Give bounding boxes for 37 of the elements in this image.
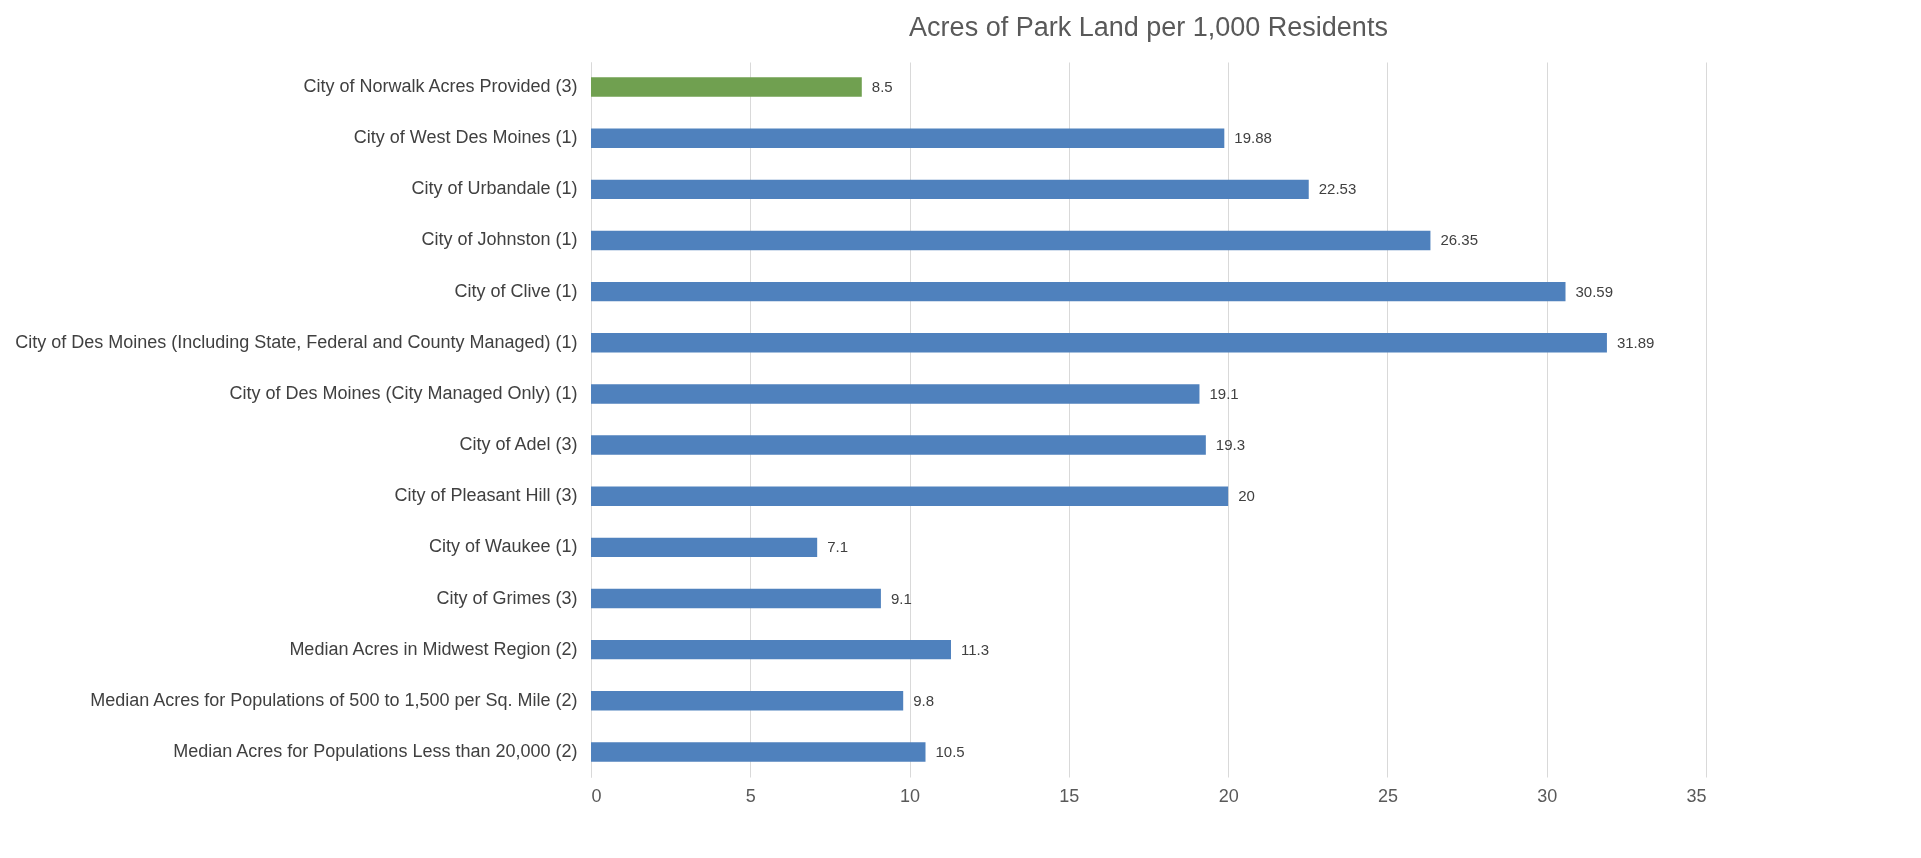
- y-tick-label: City of Norwalk Acres Provided (3): [303, 76, 578, 97]
- x-tick-label: 30: [1537, 785, 1558, 806]
- y-tick-label: City of Clive (1): [454, 280, 578, 301]
- data-label: 26.35: [1440, 231, 1478, 249]
- y-tick-label: Median Acres for Populations of 500 to 1,500 per Sq. Mile (2): [90, 689, 578, 710]
- x-tick-label: 5: [745, 785, 756, 806]
- x-tick-label: 20: [1218, 785, 1239, 806]
- data-label: 11.3: [960, 640, 990, 658]
- x-tick-label: 0: [591, 785, 602, 806]
- y-tick-label: City of West Des Moines (1): [353, 127, 578, 148]
- y-tick-label: City of Des Moines (Including State, Federal and County Managed) (1): [15, 331, 578, 352]
- data-label: 19.1: [1209, 384, 1239, 402]
- data-label: 19.3: [1215, 436, 1246, 454]
- y-tick-label: City of Adel (3): [459, 434, 578, 455]
- data-label: 9.8: [913, 691, 935, 709]
- y-tick-label: City of Waukee (1): [429, 536, 578, 557]
- data-label: 19.88: [1234, 129, 1272, 147]
- data-label: 10.5: [935, 742, 965, 760]
- chart-title: Acres of Park Land per 1,000 Residents: [909, 12, 1388, 42]
- y-tick-label: City of Johnston (1): [421, 229, 578, 250]
- data-label: 8.5: [871, 78, 893, 96]
- y-tick-label: City of Des Moines (City Managed Only) (1): [229, 382, 578, 403]
- data-label: 30.59: [1575, 282, 1614, 300]
- y-tick-label: City of Urbandale (1): [411, 178, 578, 199]
- data-label: 20: [1238, 487, 1255, 505]
- x-tick-label: 25: [1377, 785, 1398, 806]
- y-tick-label: Median Acres for Populations Less than 20,000 (2): [173, 740, 578, 761]
- y-tick-label: City of Pleasant Hill (3): [394, 485, 578, 506]
- data-label: 9.1: [890, 589, 912, 607]
- data-label: 31.89: [1616, 333, 1655, 351]
- data-label: 22.53: [1318, 180, 1357, 198]
- y-tick-label: City of Grimes (3): [436, 587, 578, 608]
- x-tick-label: 10: [900, 785, 921, 806]
- y-tick-label: Median Acres in Midwest Region (2): [289, 638, 578, 659]
- data-label: 7.1: [827, 538, 849, 556]
- x-tick-label: 35: [1686, 785, 1707, 806]
- x-tick-label: 15: [1059, 785, 1080, 806]
